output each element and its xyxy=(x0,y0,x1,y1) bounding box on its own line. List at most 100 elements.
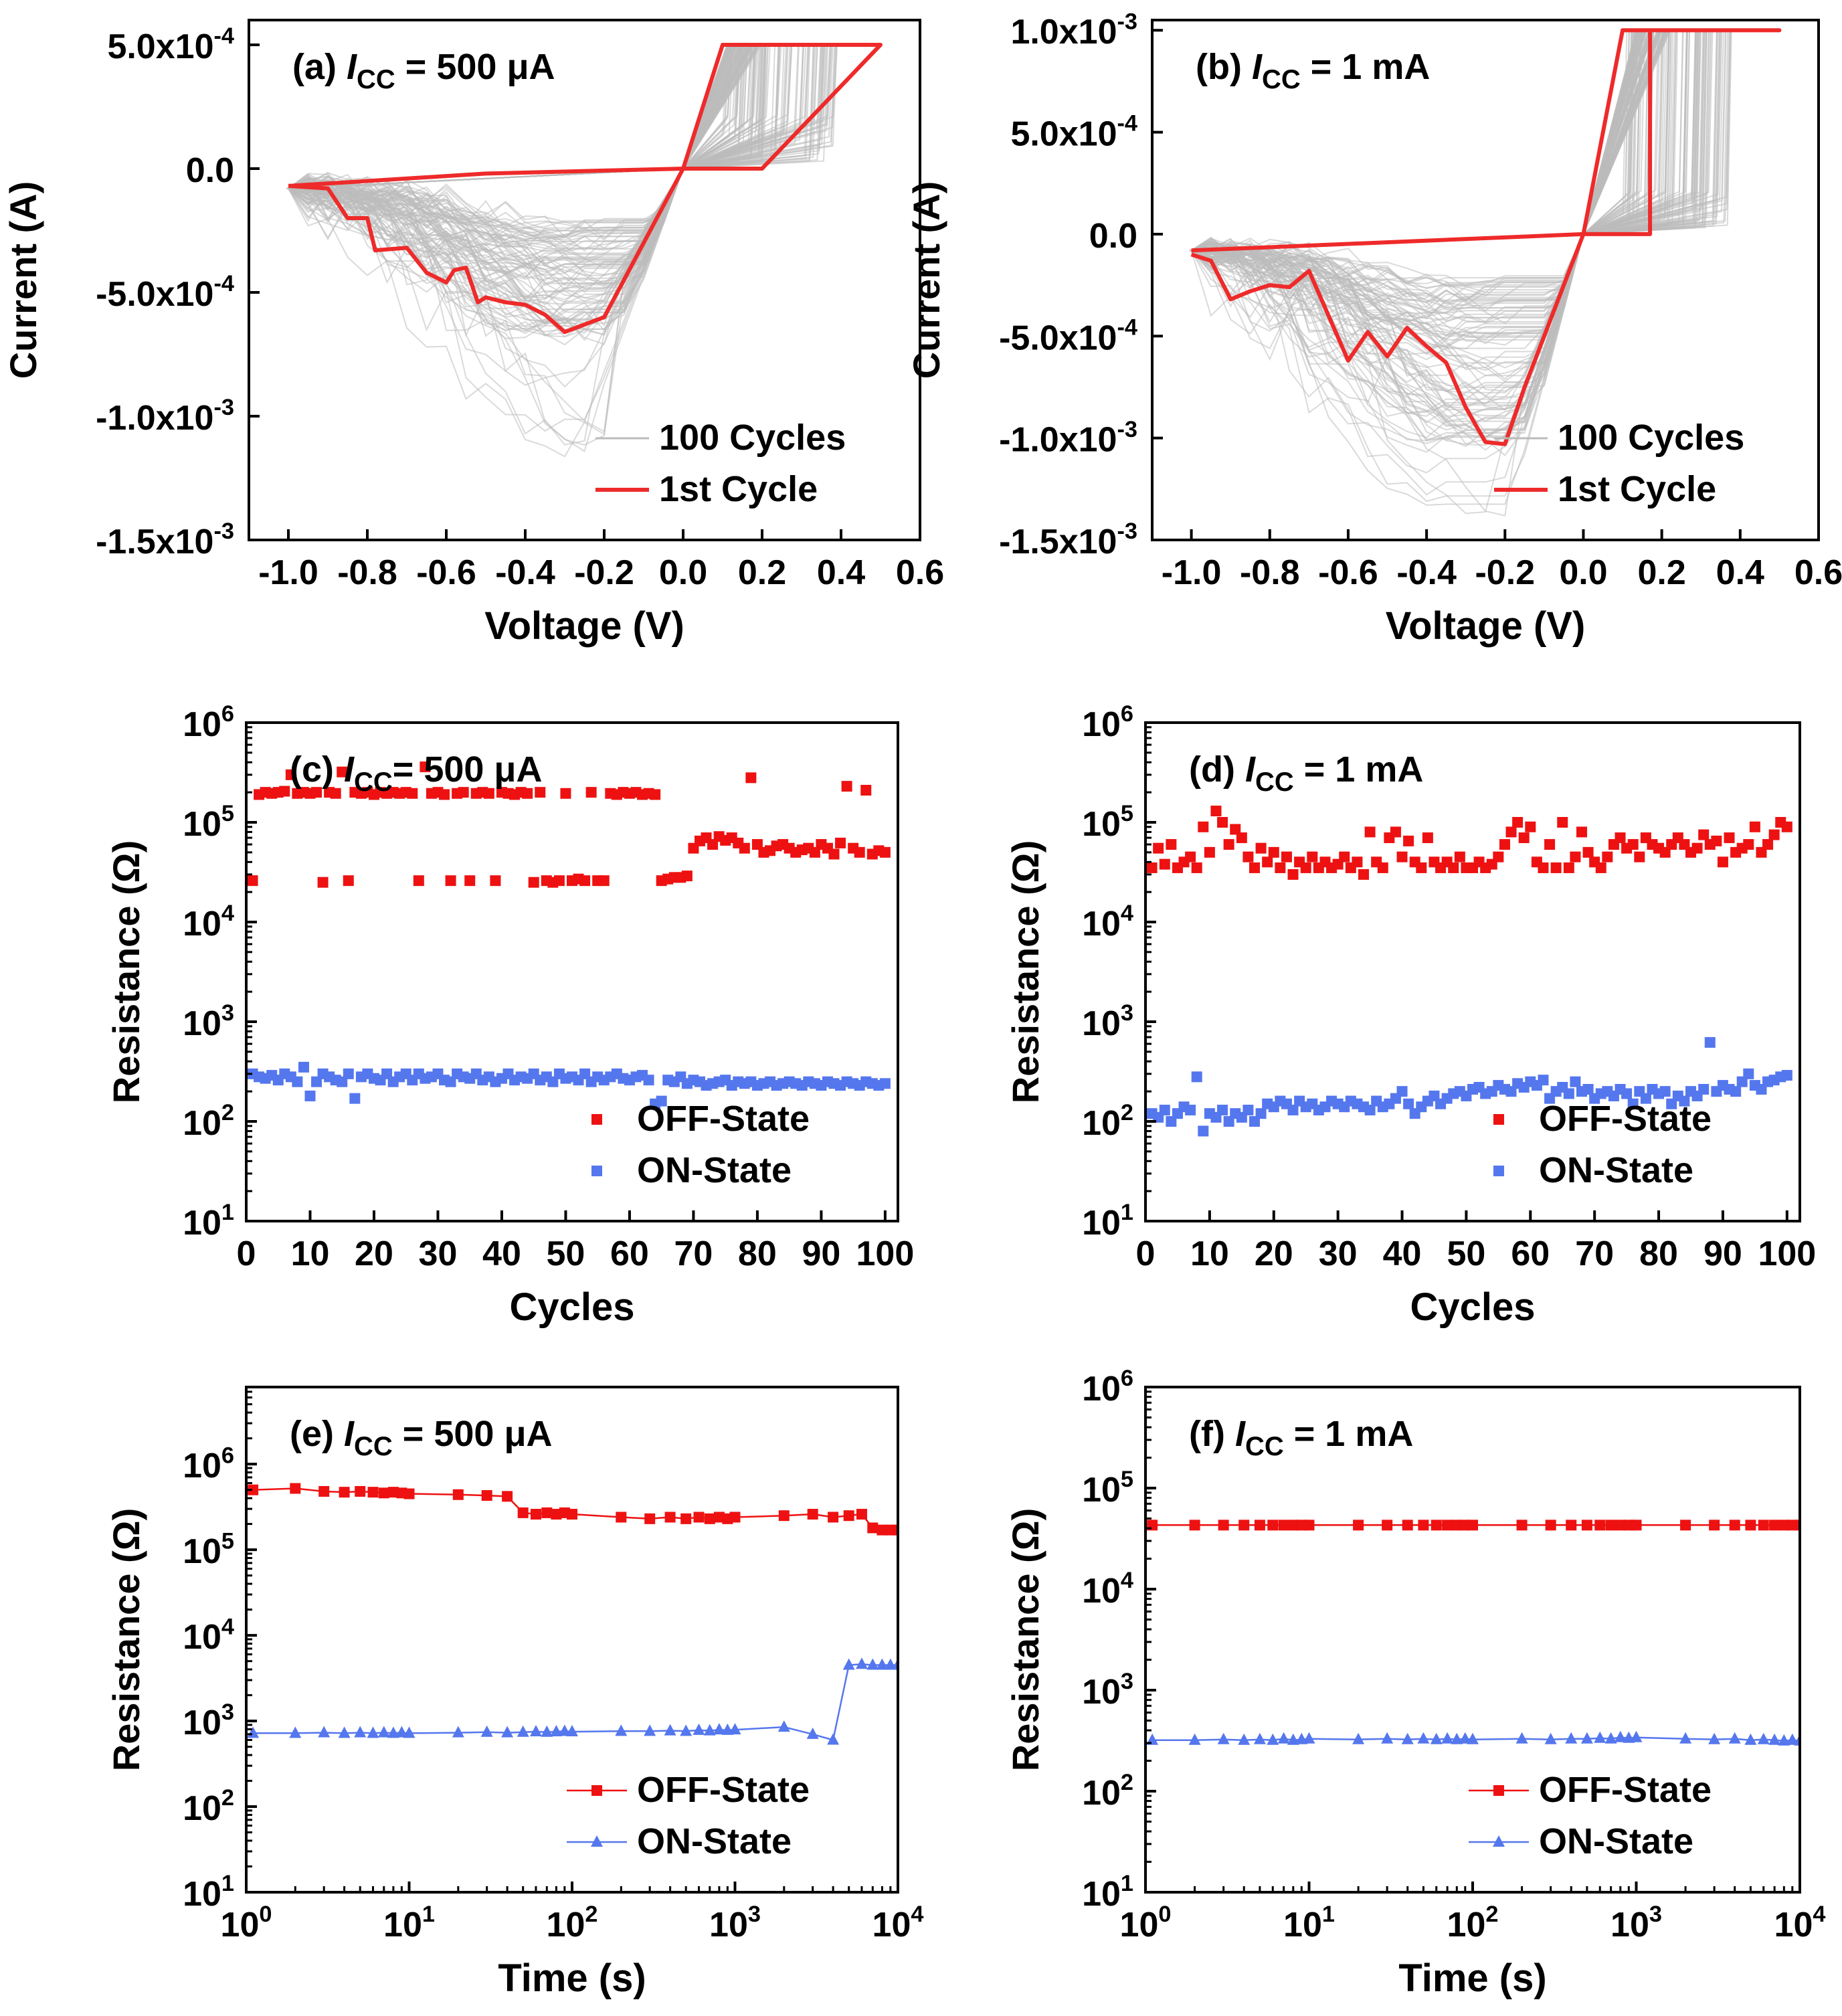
legend-label: 100 Cycles xyxy=(1558,418,1744,458)
data-point xyxy=(893,1524,898,1536)
y-tick-label: 106 xyxy=(1082,1366,1133,1408)
y-tick-label: 103 xyxy=(183,1700,234,1742)
y-tick-label-exp: 5 xyxy=(1121,801,1133,826)
x-tick-label: 40 xyxy=(482,1234,521,1273)
data-point xyxy=(704,1513,715,1524)
x-tick-label: -1.0 xyxy=(258,553,318,592)
x-tick-label: -0.2 xyxy=(574,553,634,592)
data-point xyxy=(285,769,296,780)
cycle-trace xyxy=(288,44,881,276)
data-point xyxy=(1565,1732,1578,1744)
data-point xyxy=(1277,1732,1290,1744)
x-tick-label: -0.4 xyxy=(495,553,555,592)
x-tick-label: 100 xyxy=(1758,1234,1816,1273)
data-point xyxy=(1454,851,1465,862)
series-a-0 xyxy=(288,43,883,335)
y-tick-label: 102 xyxy=(183,1100,234,1143)
data-point xyxy=(843,1510,854,1522)
x-tick-label: 20 xyxy=(355,1234,393,1273)
legend-label: 100 Cycles xyxy=(659,418,846,458)
data-point xyxy=(452,1489,464,1500)
data-point xyxy=(1185,1105,1196,1116)
data-point xyxy=(1189,1520,1200,1531)
x-axis-label: Voltage (V) xyxy=(1386,604,1586,648)
data-point xyxy=(1627,839,1639,850)
data-point xyxy=(298,1061,309,1073)
data-point xyxy=(349,1093,361,1104)
data-point xyxy=(452,1726,464,1738)
panel-label-sub: CC xyxy=(354,1432,393,1461)
panel-label-suffix: = 500 μA xyxy=(393,1414,553,1454)
y-tick-label-base: 10 xyxy=(1082,1774,1121,1813)
x-tick-label: 100 xyxy=(856,1234,915,1273)
cycle-trace xyxy=(1191,29,1780,474)
data-point xyxy=(1303,1520,1315,1531)
x-tick-label: -0.4 xyxy=(1396,553,1457,592)
data-point xyxy=(413,875,424,887)
data-point xyxy=(403,1488,415,1499)
x-tick-label: 50 xyxy=(1447,1234,1485,1273)
data-point xyxy=(1525,821,1536,832)
data-point xyxy=(343,875,354,887)
axes-frame-f xyxy=(1144,1386,1801,1894)
data-point xyxy=(1217,1732,1230,1744)
x-tick-label: -0.8 xyxy=(1240,553,1300,592)
data-point xyxy=(1595,862,1606,873)
plot-area-c xyxy=(247,761,891,1109)
data-point xyxy=(1377,862,1388,873)
data-point xyxy=(1242,1105,1254,1116)
data-point xyxy=(1604,1732,1617,1744)
data-point xyxy=(1191,1071,1202,1083)
data-point xyxy=(1631,1520,1642,1531)
y-tick-label-base: 5.0x10 xyxy=(1010,115,1117,154)
x-tick-label-exp: 0 xyxy=(259,1902,272,1927)
data-point xyxy=(1249,862,1260,873)
data-point xyxy=(339,1487,350,1498)
x-tick-label: 0.0 xyxy=(1559,553,1607,592)
legend-c: OFF-State ON-State xyxy=(591,1099,810,1190)
ticks-f xyxy=(1144,1386,1801,1894)
data-point xyxy=(644,1513,656,1524)
data-point xyxy=(644,1724,656,1736)
y-tick-label: -5.0x10-4 xyxy=(999,314,1137,357)
data-point xyxy=(1728,1732,1741,1744)
data-point xyxy=(1516,1520,1528,1531)
plot-area-b xyxy=(1188,28,1782,517)
legend-b: 100 Cycles 1st Cycle xyxy=(1494,418,1744,509)
x-tick-label-base: 10 xyxy=(547,1906,585,1944)
y-tick-label-base: 10 xyxy=(183,1104,221,1143)
data-point xyxy=(1659,1086,1671,1097)
y-tick-label: 105 xyxy=(1082,801,1133,844)
y-tick-label-exp: 4 xyxy=(221,1614,234,1639)
data-point xyxy=(1218,1520,1229,1531)
y-tick-label-base: -1.5x10 xyxy=(96,523,213,561)
data-point xyxy=(693,1511,705,1523)
data-point xyxy=(1223,839,1234,850)
data-point xyxy=(1743,839,1754,850)
data-point xyxy=(289,1726,302,1738)
y-tick-label-base: -5.0x10 xyxy=(999,318,1117,357)
y-tick-label-base: -1.0x10 xyxy=(96,399,213,438)
data-point xyxy=(464,875,476,887)
data-point xyxy=(481,1490,492,1501)
axes-frame-b xyxy=(1151,19,1820,541)
data-point xyxy=(1538,862,1549,873)
data-point xyxy=(1146,862,1158,873)
y-tick-label-base: 10 xyxy=(1082,1104,1121,1143)
data-point xyxy=(1518,832,1530,844)
data-point xyxy=(279,786,290,797)
y-tick-label: 103 xyxy=(1082,1669,1133,1712)
data-point xyxy=(1364,826,1376,838)
y-tick-label: 106 xyxy=(183,701,234,744)
data-point xyxy=(1698,829,1710,840)
y-tick-label-exp: 1 xyxy=(1121,1871,1133,1896)
y-axis-label: Current (A) xyxy=(905,181,947,379)
data-point xyxy=(1493,851,1504,862)
y-tick-label-base: 10 xyxy=(1082,805,1121,844)
data-point xyxy=(550,1725,563,1737)
y-tick-label-exp: 2 xyxy=(1121,1100,1133,1125)
plot-area-f xyxy=(1146,1520,1800,1746)
data-point xyxy=(1287,1105,1299,1116)
y-tick-label-base: 10 xyxy=(183,1704,221,1742)
data-point xyxy=(1430,1732,1443,1744)
